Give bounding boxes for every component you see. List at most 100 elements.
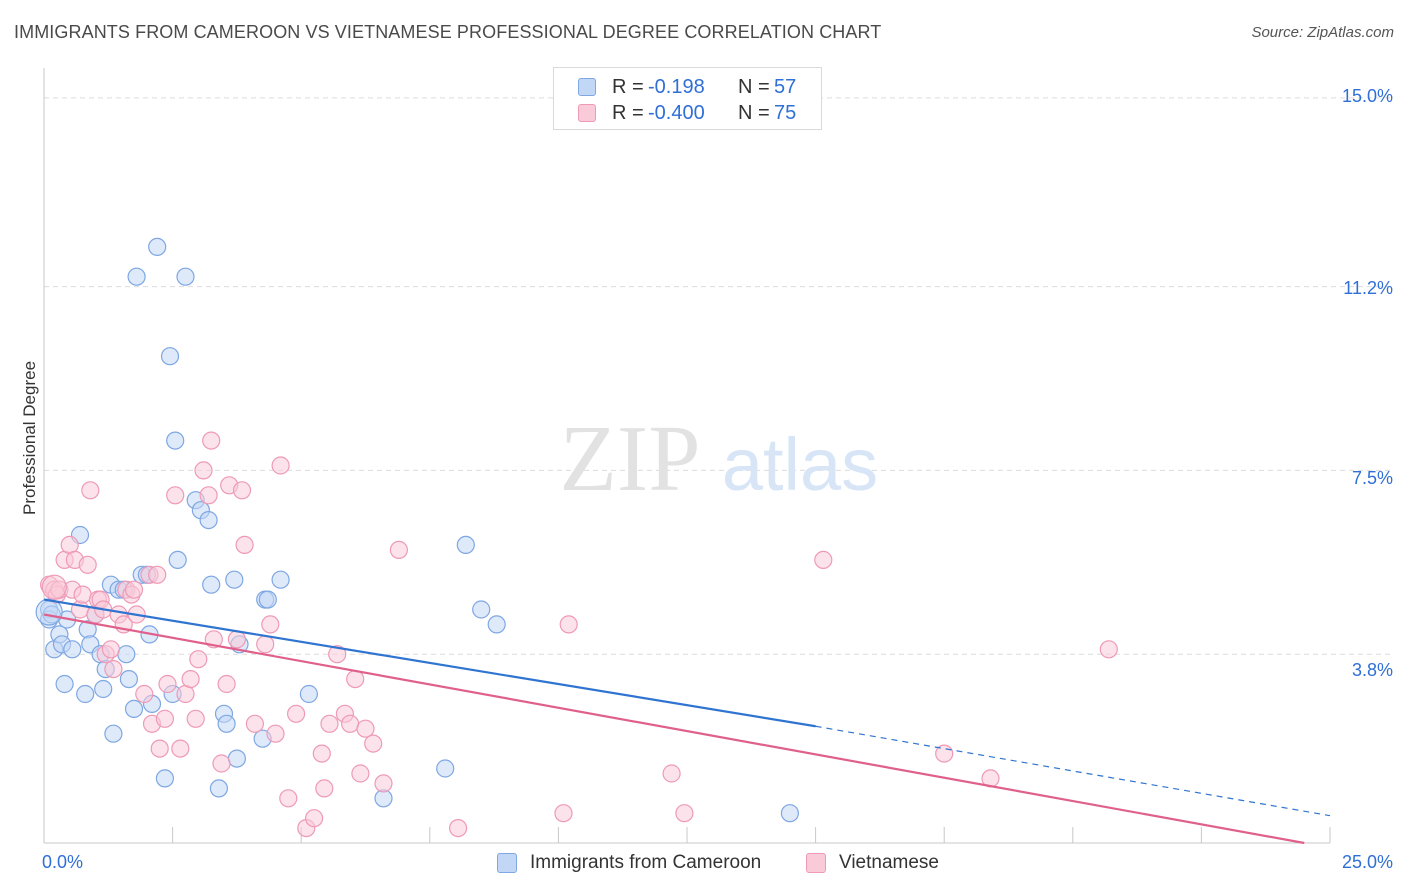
vietnamese-point bbox=[271, 456, 290, 475]
cameroon-point bbox=[299, 684, 318, 704]
vietnamese-point bbox=[81, 481, 100, 500]
vietnamese-point bbox=[675, 804, 694, 823]
cameroon-point bbox=[76, 684, 95, 704]
legend-r-value: -0.198 bbox=[648, 76, 705, 98]
vietnamese-point bbox=[261, 615, 280, 634]
y-tick-label: 15.0% bbox=[1341, 86, 1393, 106]
y-tick-label: 7.5% bbox=[1351, 468, 1393, 488]
legend-swatch-vietnamese bbox=[578, 104, 596, 122]
vietnamese-point bbox=[287, 704, 306, 723]
gridlines bbox=[44, 97, 1394, 655]
cameroon-point bbox=[94, 679, 113, 699]
legend-n-label: N = bbox=[738, 76, 770, 98]
vietnamese-point bbox=[356, 719, 375, 738]
vietnamese-point bbox=[814, 550, 833, 570]
data-points bbox=[35, 237, 1118, 838]
bottom-legend-swatch-cameroon bbox=[497, 853, 517, 873]
cameroon-point bbox=[148, 237, 167, 256]
vietnamese-point bbox=[341, 714, 360, 733]
vietnamese-point bbox=[212, 754, 231, 773]
vietnamese-point bbox=[305, 809, 324, 828]
vietnamese-point bbox=[328, 645, 347, 664]
vietnamese-point bbox=[202, 431, 221, 450]
vietnamese-point bbox=[279, 789, 298, 808]
vietnamese-point bbox=[374, 774, 393, 793]
vietnamese-point bbox=[364, 734, 383, 753]
legend-r-value: -0.400 bbox=[648, 102, 705, 124]
y-tick-label: 11.2% bbox=[1343, 278, 1393, 298]
cameroon-point bbox=[780, 804, 800, 823]
vietnamese-point bbox=[155, 709, 174, 728]
vietnamese-point bbox=[181, 669, 200, 689]
vietnamese-point bbox=[312, 744, 331, 763]
axes bbox=[43, 68, 1331, 844]
cameroon-point bbox=[155, 769, 174, 788]
vietnamese-point bbox=[245, 714, 264, 733]
cameroon-point bbox=[35, 598, 63, 626]
vietnamese-point bbox=[189, 650, 208, 669]
legend-n-value: 57 bbox=[774, 76, 797, 98]
vietnamese-point bbox=[235, 535, 254, 555]
legend-n-label: N = bbox=[738, 102, 770, 124]
source-label: Source: ZipAtlas.com bbox=[1251, 24, 1394, 41]
vietnamese-trend-line bbox=[43, 613, 1305, 845]
chart-title: IMMIGRANTS FROM CAMEROON VS VIETNAMESE P… bbox=[14, 22, 882, 42]
vietnamese-point bbox=[186, 709, 205, 728]
cameroon-point bbox=[176, 267, 195, 286]
vietnamese-point bbox=[449, 818, 468, 838]
bottom-legend-label-cameroon: Immigrants from Cameroon bbox=[530, 852, 762, 873]
cameroon-point bbox=[487, 615, 506, 634]
bottom-legend-swatch-vietnamese bbox=[806, 853, 826, 873]
vietnamese-point bbox=[150, 739, 169, 758]
vietnamese-point bbox=[73, 585, 92, 604]
cameroon-point bbox=[199, 510, 218, 530]
vietnamese-point bbox=[41, 574, 67, 600]
cameroon-point bbox=[436, 759, 455, 778]
cameroon-point bbox=[55, 674, 74, 694]
cameroon-point bbox=[472, 600, 491, 619]
cameroon-point bbox=[271, 570, 290, 589]
trend-lines bbox=[43, 598, 1331, 845]
cameroon-point bbox=[117, 645, 136, 664]
cameroon-point bbox=[456, 535, 475, 555]
cameroon-point bbox=[119, 669, 138, 689]
cameroon-point bbox=[160, 347, 180, 366]
x-tick-label-max: 25.0% bbox=[1341, 852, 1393, 872]
vietnamese-point bbox=[351, 764, 370, 783]
x-tick-label-min: 0.0% bbox=[42, 852, 84, 872]
vietnamese-point bbox=[171, 739, 190, 758]
vietnamese-point bbox=[315, 779, 334, 798]
vietnamese-point bbox=[194, 461, 213, 480]
cameroon-trend-extension bbox=[815, 725, 1331, 817]
vietnamese-point bbox=[559, 615, 578, 634]
cameroon-trend-line bbox=[43, 598, 816, 728]
vietnamese-point bbox=[1099, 640, 1118, 659]
cameroon-point bbox=[225, 570, 244, 589]
watermark-zip: ZIP bbox=[560, 407, 701, 511]
vietnamese-point bbox=[662, 764, 681, 783]
vietnamese-point bbox=[158, 674, 177, 694]
legend-swatch-cameroon bbox=[578, 78, 596, 96]
vietnamese-point bbox=[346, 669, 365, 689]
watermark-atlas: atlas bbox=[722, 423, 878, 506]
vietnamese-point bbox=[104, 659, 123, 679]
y-tick-label: 3.8% bbox=[1351, 660, 1393, 680]
bottom-legend-label-vietnamese: Vietnamese bbox=[839, 852, 939, 873]
vietnamese-point bbox=[166, 486, 185, 505]
vietnamese-point bbox=[217, 674, 236, 694]
cameroon-point bbox=[227, 749, 246, 768]
vietnamese-point bbox=[256, 635, 275, 654]
correlation-legend: R = -0.198 N = 57 R = -0.400 N = 75 bbox=[553, 67, 822, 130]
cameroon-point bbox=[258, 590, 277, 609]
cameroon-point bbox=[104, 724, 123, 743]
vietnamese-point bbox=[148, 565, 167, 584]
legend-r-label: R = bbox=[612, 76, 644, 98]
cameroon-point bbox=[63, 640, 82, 659]
vietnamese-point bbox=[101, 640, 121, 659]
cameroon-point bbox=[209, 779, 228, 798]
cameroon-point bbox=[127, 267, 146, 286]
cameroon-point bbox=[168, 550, 187, 570]
vietnamese-point bbox=[124, 580, 144, 599]
cameroon-point bbox=[124, 699, 144, 719]
